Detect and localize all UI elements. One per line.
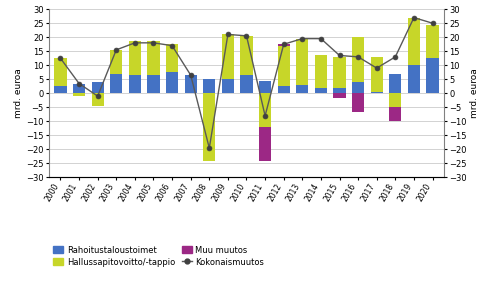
Bar <box>147 75 160 93</box>
Bar <box>278 46 290 86</box>
Bar <box>333 88 346 93</box>
Bar <box>54 86 67 93</box>
Bar <box>352 82 364 93</box>
Bar <box>166 72 178 93</box>
Bar <box>333 93 346 98</box>
Bar <box>315 55 327 88</box>
Bar <box>278 86 290 93</box>
Bar <box>54 58 67 86</box>
Bar <box>389 107 401 121</box>
Bar <box>222 79 234 93</box>
Bar <box>296 85 308 93</box>
Bar <box>73 84 85 93</box>
Bar <box>389 74 401 93</box>
Bar <box>203 79 215 93</box>
Bar <box>241 75 252 93</box>
Bar <box>259 81 271 93</box>
Y-axis label: mrd. euroa: mrd. euroa <box>14 69 23 118</box>
Bar <box>241 36 252 75</box>
Bar <box>147 41 160 75</box>
Bar <box>129 41 141 75</box>
Bar <box>296 39 308 85</box>
Bar <box>426 24 439 58</box>
Bar <box>166 44 178 72</box>
Bar <box>203 93 215 161</box>
Bar <box>278 44 290 46</box>
Bar <box>371 57 383 92</box>
Bar <box>315 88 327 93</box>
Bar <box>129 75 141 93</box>
Bar <box>185 75 197 93</box>
Bar <box>73 93 85 96</box>
Bar <box>110 74 122 93</box>
Bar <box>259 93 271 127</box>
Y-axis label: mrd. euroa: mrd. euroa <box>470 69 479 118</box>
Bar <box>92 82 104 93</box>
Bar <box>408 65 420 93</box>
Bar <box>371 92 383 93</box>
Bar <box>426 58 439 93</box>
Legend: Rahoitustaloustoimet, Hallussapitovoitto/-tappio, Muu muutos, Kokonaismuutos: Rahoitustaloustoimet, Hallussapitovoitto… <box>53 246 264 267</box>
Bar <box>352 37 364 82</box>
Bar <box>259 127 271 161</box>
Bar <box>389 93 401 107</box>
Bar <box>222 35 234 79</box>
Bar <box>92 93 104 106</box>
Bar <box>333 57 346 88</box>
Bar <box>352 93 364 112</box>
Bar <box>110 50 122 74</box>
Bar <box>408 18 420 65</box>
